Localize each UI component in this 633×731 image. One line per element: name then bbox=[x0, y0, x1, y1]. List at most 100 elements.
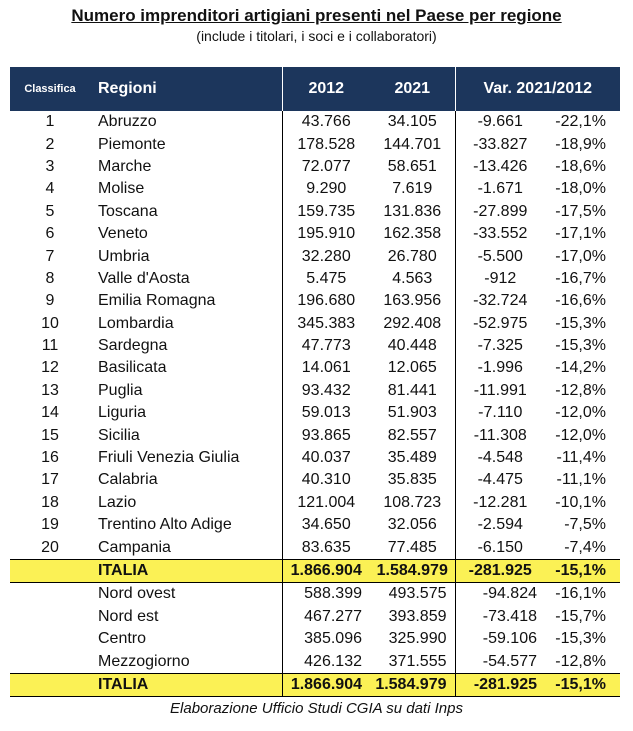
variation-pct-cell: -15,1% bbox=[545, 558, 620, 584]
variation-abs-cell: -94.824 bbox=[454, 582, 545, 606]
rank-cell: 3 bbox=[45, 157, 55, 175]
rank-cell: 5 bbox=[45, 202, 55, 220]
rank-cell bbox=[10, 583, 90, 606]
rank-cell bbox=[10, 558, 90, 584]
variation-pct-cell: -15,7% bbox=[555, 607, 606, 625]
rank-cell: 9 bbox=[45, 292, 55, 310]
variation-abs-cell: -12.281 bbox=[454, 491, 545, 515]
table-row: 10 Lombardia 345.383 292.408 -52.975 -15,3% bbox=[10, 312, 620, 335]
region-cell: Basilicata bbox=[98, 359, 167, 377]
variation-pct-cell: -14,2% bbox=[555, 359, 606, 377]
region-cell: Liguria bbox=[98, 404, 147, 422]
value-2012-cell: 93.432 bbox=[281, 379, 370, 403]
variation-abs-cell: -5.500 bbox=[454, 245, 545, 268]
region-cell: Abruzzo bbox=[98, 113, 157, 131]
value-2012-cell: 34.650 bbox=[281, 514, 370, 537]
variation-pct-cell: -15,3% bbox=[555, 337, 606, 355]
table-row: 19 Trentino Alto Adige 34.650 32.056 -2.594 -… bbox=[10, 514, 620, 537]
region-cell: ITALIA bbox=[90, 672, 282, 698]
region-cell: Nord est bbox=[98, 607, 159, 625]
variation-pct-cell: -18,6% bbox=[555, 157, 606, 175]
rank-cell: 11 bbox=[41, 337, 59, 355]
table-row: 17 Calabria 40.310 35.835 -4.475 -11,1% bbox=[10, 469, 620, 492]
variation-pct-cell: -15,3% bbox=[555, 630, 606, 648]
value-2012-cell: 93.865 bbox=[281, 424, 370, 447]
variation-abs-cell: -59.106 bbox=[454, 627, 545, 651]
variation-pct-cell: -7,5% bbox=[564, 516, 606, 534]
value-2021-cell: 26.780 bbox=[387, 247, 437, 265]
variation-abs-cell: -912 bbox=[454, 267, 545, 291]
table-row: 5 Toscana 159.735 131.836 -27.899 -17,5% bbox=[10, 200, 620, 223]
value-2012-cell: 588.399 bbox=[281, 582, 370, 606]
rank-cell: 13 bbox=[41, 381, 59, 399]
area-row: Nord ovest 588.399 493.575 -94.824 -16,1% bbox=[10, 582, 620, 606]
table-row: 8 Valle d'Aosta 5.475 4.563 -912 -16,7% bbox=[10, 267, 620, 291]
region-cell: ITALIA bbox=[90, 558, 282, 584]
variation-pct-cell: -7,4% bbox=[564, 538, 606, 556]
table-row: 6 Veneto 195.910 162.358 -33.552 -17,1% bbox=[10, 222, 620, 246]
value-2012-cell: 1.866.904 bbox=[281, 672, 370, 698]
region-cell: Nord ovest bbox=[98, 585, 176, 603]
region-cell: Emilia Romagna bbox=[98, 292, 216, 310]
value-2012-cell: 178.528 bbox=[281, 133, 370, 156]
variation-abs-cell: -52.975 bbox=[454, 312, 545, 335]
variation-abs-cell: -11.991 bbox=[454, 379, 545, 403]
table-title: Numero imprenditori artigiani presenti n… bbox=[71, 6, 562, 25]
variation-pct-cell: -10,1% bbox=[555, 493, 606, 511]
variation-pct-cell: -15,1% bbox=[545, 672, 620, 698]
value-2021-cell: 131.836 bbox=[383, 202, 442, 220]
value-2021-cell: 77.485 bbox=[387, 538, 437, 556]
region-cell: Piemonte bbox=[98, 135, 166, 153]
source-caption: Elaborazione Ufficio Studi CGIA su dati … bbox=[170, 700, 463, 717]
table-row: 12 Basilicata 14.061 12.065 -1.996 -14,2% bbox=[10, 357, 620, 380]
variation-pct-cell: -18,0% bbox=[555, 180, 606, 198]
value-2012-cell: 196.680 bbox=[281, 290, 370, 313]
table-row: 3 Marche 72.077 58.651 -13.426 -18,6% bbox=[10, 155, 620, 179]
value-2012-cell: 43.766 bbox=[281, 111, 370, 134]
rank-cell bbox=[10, 650, 90, 673]
table-row: 13 Puglia 93.432 81.441 -11.991 -12,8% bbox=[10, 379, 620, 403]
header-rank: Classifica bbox=[10, 67, 90, 111]
variation-abs-cell: -27.899 bbox=[454, 200, 545, 223]
variation-abs-cell: -4.475 bbox=[454, 469, 545, 492]
value-2021-cell: 35.835 bbox=[387, 471, 437, 489]
region-cell: Marche bbox=[98, 157, 152, 175]
rank-cell bbox=[10, 628, 90, 650]
value-2012-cell: 9.290 bbox=[281, 178, 370, 201]
variation-abs-cell: -1.996 bbox=[454, 357, 545, 380]
variation-abs-cell: -9.661 bbox=[454, 111, 545, 134]
variation-abs-cell: -7.325 bbox=[454, 334, 545, 358]
rank-cell: 2 bbox=[45, 135, 55, 153]
rank-cell: 8 bbox=[45, 269, 55, 287]
value-2012-cell: 83.635 bbox=[281, 536, 370, 560]
value-2021-cell: 7.619 bbox=[392, 180, 433, 198]
table-row: 14 Liguria 59.013 51.903 -7.110 -12,0% bbox=[10, 402, 620, 425]
variation-pct-cell: -22,1% bbox=[555, 113, 606, 131]
variation-pct-cell: -16,1% bbox=[555, 585, 606, 603]
table-row: 11 Sardegna 47.773 40.448 -7.325 -15,3% bbox=[10, 334, 620, 358]
value-2012-cell: 5.475 bbox=[281, 267, 370, 291]
area-row: Mezzogiorno 426.132 371.555 -54.577 -12,8% bbox=[10, 650, 620, 674]
region-cell: Friuli Venezia Giulia bbox=[98, 449, 240, 467]
variation-abs-cell: -281.925 bbox=[454, 558, 545, 584]
value-2012-cell: 40.037 bbox=[281, 446, 370, 470]
value-2012-cell: 40.310 bbox=[281, 469, 370, 492]
region-cell: Molise bbox=[98, 180, 145, 198]
table-row: 9 Emilia Romagna 196.680 163.956 -32.724 -16,… bbox=[10, 290, 620, 313]
region-cell: Campania bbox=[98, 538, 171, 556]
value-2021-cell: 51.903 bbox=[387, 404, 437, 422]
variation-abs-cell: -7.110 bbox=[454, 402, 545, 425]
table-row: 20 Campania 83.635 77.485 -6.150 -7,4% bbox=[10, 536, 620, 560]
value-2012-cell: 195.910 bbox=[281, 222, 370, 246]
header-row: Classifica Regioni 2012 2021 Var. 2021/2… bbox=[10, 67, 620, 111]
variation-abs-cell: -281.925 bbox=[454, 672, 545, 698]
header-region: Regioni bbox=[90, 67, 282, 111]
value-2021-cell: 82.557 bbox=[387, 426, 437, 444]
value-2021-cell: 40.448 bbox=[387, 337, 437, 355]
region-cell: Valle d'Aosta bbox=[98, 269, 190, 287]
variation-abs-cell: -4.548 bbox=[454, 446, 545, 470]
value-2012-cell: 345.383 bbox=[281, 312, 370, 335]
variation-pct-cell: -11,1% bbox=[556, 471, 606, 489]
region-cell: Lombardia bbox=[98, 314, 174, 332]
total-row: ITALIA 1.866.904 1.584.979 -281.925 -15,1% bbox=[10, 558, 620, 584]
